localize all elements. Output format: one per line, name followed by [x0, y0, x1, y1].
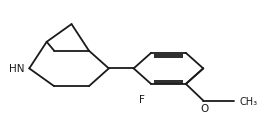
- Text: HN: HN: [9, 64, 25, 74]
- Text: O: O: [200, 103, 209, 113]
- Text: F: F: [139, 94, 145, 104]
- Text: CH₃: CH₃: [239, 96, 257, 106]
